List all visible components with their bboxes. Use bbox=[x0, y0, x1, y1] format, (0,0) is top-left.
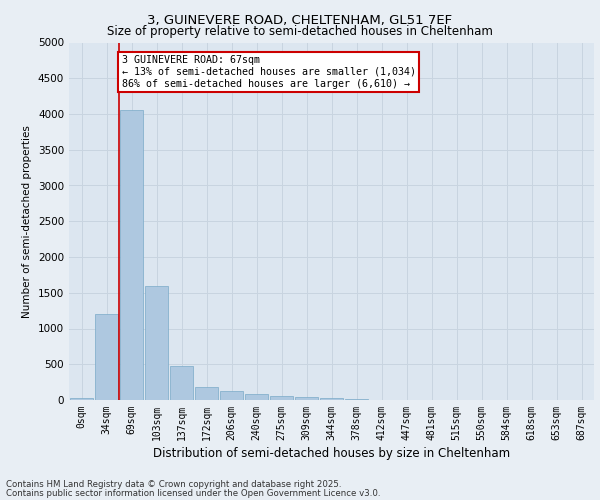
Bar bbox=[70, 398, 93, 400]
Text: Contains HM Land Registry data © Crown copyright and database right 2025.: Contains HM Land Registry data © Crown c… bbox=[6, 480, 341, 489]
Bar bbox=[320, 398, 343, 400]
Bar bbox=[170, 366, 193, 400]
Text: Size of property relative to semi-detached houses in Cheltenham: Size of property relative to semi-detach… bbox=[107, 25, 493, 38]
Bar bbox=[270, 396, 293, 400]
Bar bbox=[145, 286, 168, 400]
X-axis label: Distribution of semi-detached houses by size in Cheltenham: Distribution of semi-detached houses by … bbox=[153, 447, 510, 460]
Bar bbox=[95, 314, 118, 400]
Bar bbox=[295, 397, 318, 400]
Bar bbox=[195, 387, 218, 400]
Bar bbox=[245, 394, 268, 400]
Y-axis label: Number of semi-detached properties: Number of semi-detached properties bbox=[22, 125, 32, 318]
Bar bbox=[120, 110, 143, 400]
Text: Contains public sector information licensed under the Open Government Licence v3: Contains public sector information licen… bbox=[6, 488, 380, 498]
Bar bbox=[220, 390, 243, 400]
Text: 3, GUINEVERE ROAD, CHELTENHAM, GL51 7EF: 3, GUINEVERE ROAD, CHELTENHAM, GL51 7EF bbox=[148, 14, 452, 27]
Text: 3 GUINEVERE ROAD: 67sqm
← 13% of semi-detached houses are smaller (1,034)
86% of: 3 GUINEVERE ROAD: 67sqm ← 13% of semi-de… bbox=[121, 56, 415, 88]
